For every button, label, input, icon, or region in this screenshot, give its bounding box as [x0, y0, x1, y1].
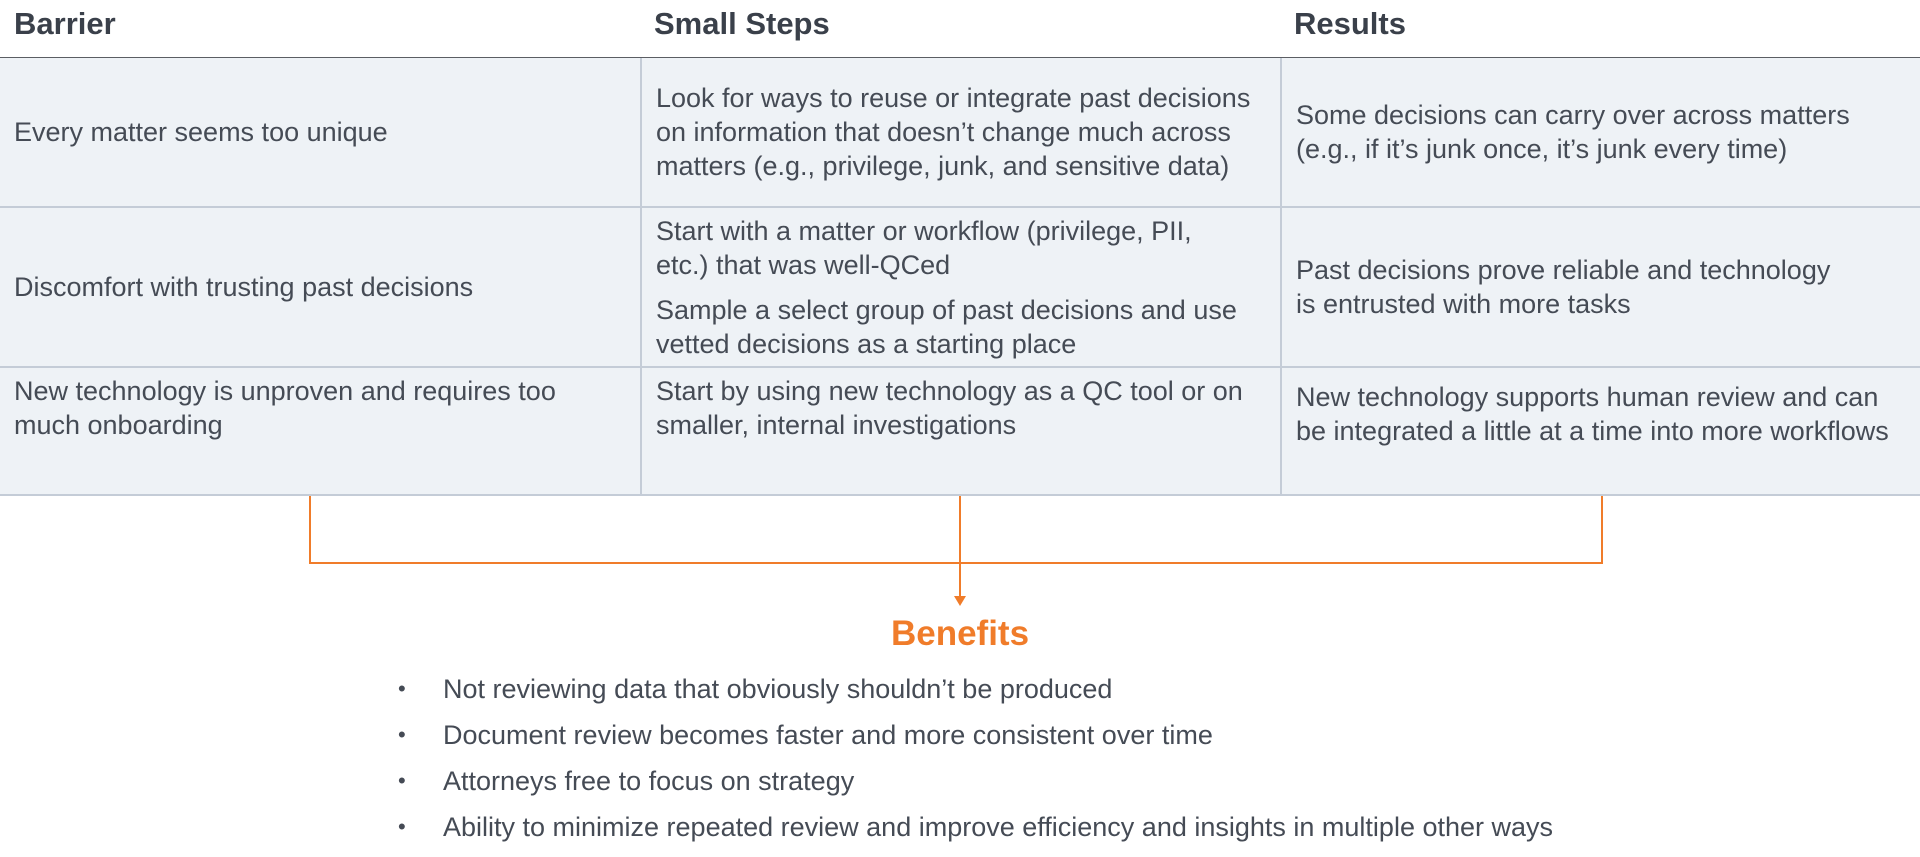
- result-cell: Some decisions can carry over across mat…: [1280, 58, 1920, 206]
- step-text: Start with a matter or workflow (privile…: [656, 215, 1192, 280]
- table-row: Discomfort with trusting past decisions …: [0, 208, 1920, 368]
- header-small-steps: Small Steps: [654, 6, 830, 41]
- result-text: New technology supports human review and…: [1296, 382, 1889, 446]
- barrier-text: New technology is unproven and requires …: [14, 376, 556, 440]
- header-barrier: Barrier: [14, 6, 116, 41]
- result-cell: New technology supports human review and…: [1280, 368, 1920, 494]
- benefit-item: • Ability to minimize repeated review an…: [395, 804, 1553, 850]
- benefit-text: Document review becomes faster and more …: [443, 720, 1213, 750]
- bracket-line: [309, 496, 1603, 564]
- benefits-connector: [309, 496, 1603, 606]
- barrier-text: Every matter seems too unique: [14, 117, 388, 147]
- step-text: Start by using new technology as a QC to…: [656, 376, 1243, 440]
- bullet-icon: •: [398, 814, 406, 839]
- benefits-title: Benefits: [890, 614, 1030, 653]
- barrier-text: Discomfort with trusting past decisions: [14, 272, 474, 302]
- bullet-icon: •: [398, 676, 406, 701]
- barrier-cell: Every matter seems too unique: [0, 58, 640, 206]
- arrow-head: [954, 596, 966, 606]
- result-text: Past decisions prove reliable and techno…: [1296, 255, 1831, 319]
- benefit-text: Attorneys free to focus on strategy: [443, 766, 855, 796]
- benefit-text: Not reviewing data that obviously should…: [443, 674, 1113, 704]
- barrier-cell: New technology is unproven and requires …: [0, 368, 640, 494]
- table-row: Every matter seems too unique Look for w…: [0, 58, 1920, 208]
- step-text: Sample a select group of past decisions …: [656, 294, 1237, 359]
- benefit-item: • Document review becomes faster and mor…: [395, 712, 1553, 758]
- benefit-item: • Attorneys free to focus on strategy: [395, 758, 1553, 804]
- header-results: Results: [1294, 6, 1406, 41]
- small-steps-cell: Look for ways to reuse or integrate past…: [640, 58, 1280, 206]
- small-steps-cell: Start by using new technology as a QC to…: [640, 368, 1280, 494]
- barrier-cell: Discomfort with trusting past decisions: [0, 208, 640, 366]
- bullet-icon: •: [398, 768, 406, 793]
- result-text: Some decisions can carry over across mat…: [1296, 100, 1850, 164]
- benefits-list: • Not reviewing data that obviously shou…: [395, 666, 1553, 850]
- step-text: Look for ways to reuse or integrate past…: [656, 83, 1251, 181]
- table-row: New technology is unproven and requires …: [0, 368, 1920, 496]
- small-steps-cell: Start with a matter or workflow (privile…: [640, 208, 1280, 366]
- bullet-icon: •: [398, 722, 406, 747]
- result-cell: Past decisions prove reliable and techno…: [1280, 208, 1920, 366]
- benefit-text: Ability to minimize repeated review and …: [443, 812, 1554, 842]
- benefit-item: • Not reviewing data that obviously shou…: [395, 666, 1553, 712]
